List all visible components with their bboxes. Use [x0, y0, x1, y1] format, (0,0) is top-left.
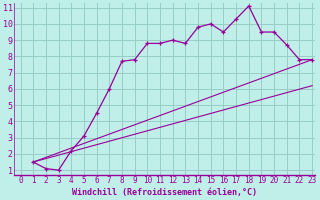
X-axis label: Windchill (Refroidissement éolien,°C): Windchill (Refroidissement éolien,°C) [72, 188, 257, 197]
